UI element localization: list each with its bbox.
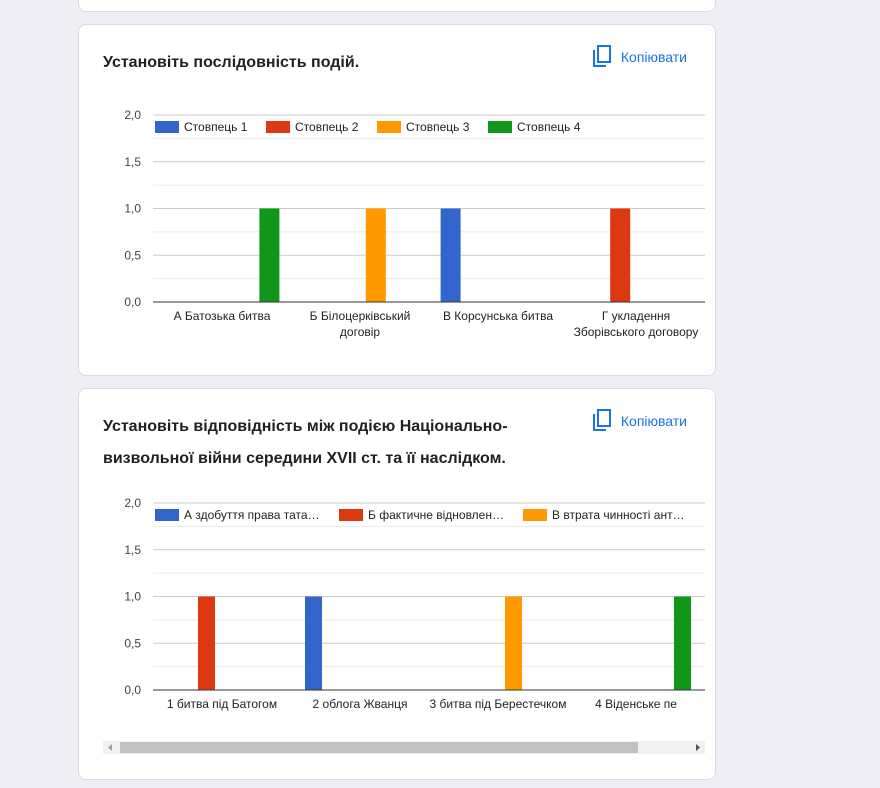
y-tick-label: 2,0 bbox=[124, 496, 141, 510]
y-tick-label: 0,5 bbox=[124, 636, 141, 650]
question-card-1: Установіть послідовність подій. Копіюват… bbox=[78, 24, 716, 376]
question-card-2: Установіть відповідність між подією Наці… bbox=[78, 388, 716, 780]
question-title-2: Установіть відповідність між подією Наці… bbox=[103, 418, 508, 467]
x-category-label: 1 битва під Батогом bbox=[167, 697, 277, 711]
bar bbox=[365, 208, 386, 302]
x-category-label: Г укладення bbox=[602, 309, 670, 323]
y-tick-label: 0,0 bbox=[124, 295, 141, 309]
bar-chart-2: 0,0 0,5 1,0 1,5 2,0 1 битва під Батогом 2 обло… bbox=[124, 496, 705, 711]
bar bbox=[505, 596, 522, 690]
x-category-label: Б Білоцерківський bbox=[310, 309, 411, 323]
copy-label: Копіювати bbox=[620, 49, 687, 65]
x-category-label: В Корсунська битва bbox=[443, 309, 553, 323]
legend-label: Стовпець 4 bbox=[517, 120, 581, 134]
x-category-label: 4 Віденське пе bbox=[595, 697, 677, 711]
horizontal-scrollbar[interactable] bbox=[103, 741, 705, 754]
copy-button-1[interactable]: Копіювати bbox=[591, 44, 687, 70]
scroll-left-arrow[interactable] bbox=[103, 741, 117, 754]
x-category-label: А Батозька битва bbox=[174, 309, 271, 323]
scrollbar-thumb[interactable] bbox=[120, 742, 638, 753]
x-category-label: 2 облога Жванця bbox=[313, 697, 408, 711]
question-title-1: Установіть послідовність подій. bbox=[103, 54, 360, 71]
bar bbox=[610, 208, 631, 302]
legend-label: Б фактичне відновлен… bbox=[368, 508, 504, 522]
legend-swatch bbox=[339, 509, 363, 521]
y-tick-label: 1,0 bbox=[124, 202, 141, 216]
legend-swatch bbox=[266, 121, 290, 133]
bar bbox=[305, 596, 322, 690]
y-tick-label: 0,0 bbox=[124, 683, 141, 697]
legend-label: Стовпець 1 bbox=[184, 120, 248, 134]
legend-label: В втрата чинності ант… bbox=[552, 508, 685, 522]
legend-label: Стовпець 2 bbox=[295, 120, 359, 134]
legend-swatch bbox=[523, 509, 547, 521]
legend-swatch bbox=[377, 121, 401, 133]
legend-label: Стовпець 3 bbox=[406, 120, 470, 134]
copy-icon bbox=[591, 45, 613, 69]
x-category-label: 3 битва під Берестечком bbox=[430, 697, 567, 711]
y-tick-label: 1,5 bbox=[124, 543, 141, 557]
legend-swatch bbox=[155, 121, 179, 133]
scroll-right-arrow[interactable] bbox=[691, 741, 705, 754]
legend-swatch bbox=[155, 509, 179, 521]
copy-button-2[interactable]: Копіювати bbox=[591, 408, 687, 434]
legend-swatch bbox=[488, 121, 512, 133]
y-tick-label: 1,0 bbox=[124, 590, 141, 604]
copy-label: Копіювати bbox=[620, 413, 687, 429]
x-category-label: договір bbox=[340, 325, 381, 339]
x-category-label: Зборівського договору bbox=[574, 325, 699, 339]
bar bbox=[674, 596, 691, 690]
y-tick-label: 1,5 bbox=[124, 155, 141, 169]
bar-chart-1: 0,0 0,5 1,0 1,5 2,0 А Батозька битва Б Білоцер… bbox=[124, 108, 705, 339]
bar bbox=[440, 208, 461, 302]
y-tick-label: 0,5 bbox=[124, 248, 141, 262]
bar bbox=[198, 596, 215, 690]
previous-card bbox=[78, 0, 716, 12]
bar bbox=[259, 208, 280, 302]
y-tick-label: 2,0 bbox=[124, 108, 141, 122]
copy-icon bbox=[591, 409, 613, 433]
legend-label: А здобуття права тата… bbox=[184, 508, 320, 522]
